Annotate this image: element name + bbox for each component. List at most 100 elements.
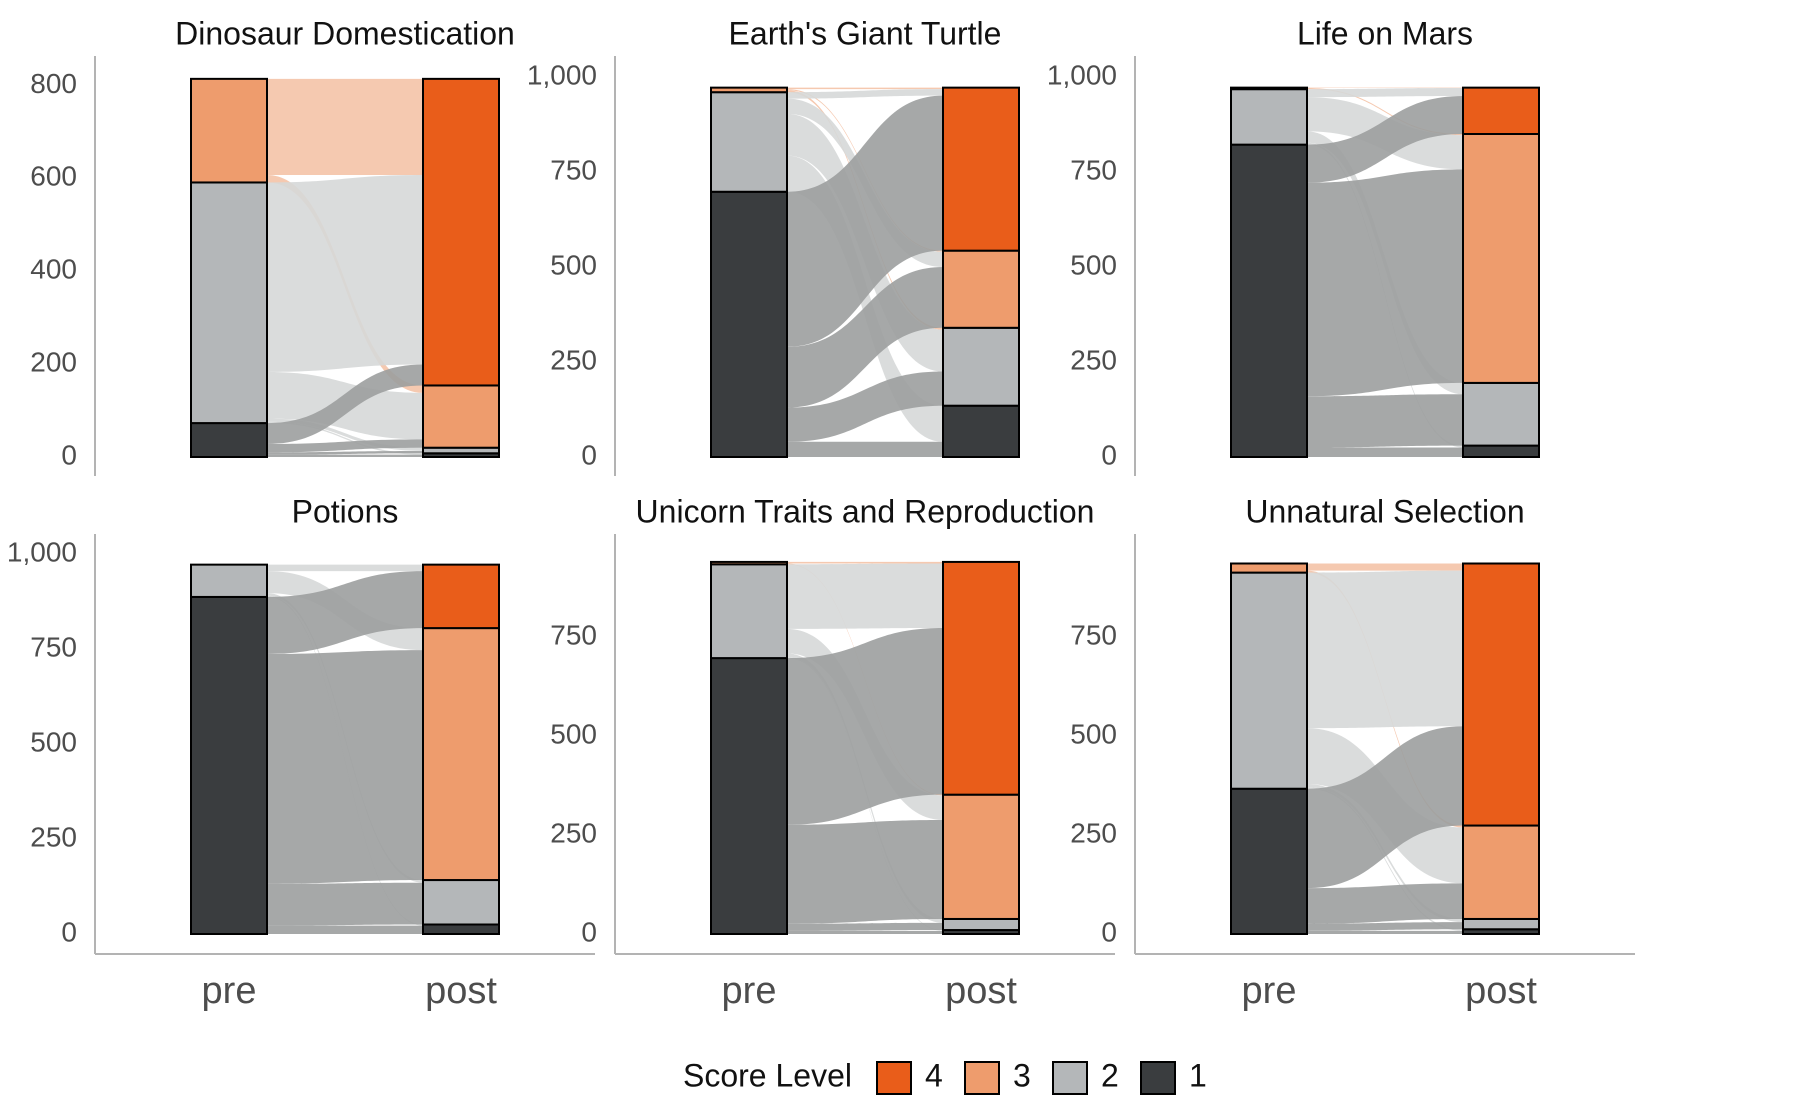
stratum-bar xyxy=(1463,826,1539,919)
stratum-bar xyxy=(1463,383,1539,446)
stratum-bar xyxy=(423,880,499,924)
pre-stack xyxy=(1231,564,1307,935)
flows xyxy=(787,88,943,457)
y-tick-label: 750 xyxy=(550,154,597,185)
y-tick-label: 250 xyxy=(1070,817,1117,848)
stratum-bar xyxy=(1463,446,1539,457)
flow-ribbon xyxy=(267,883,423,926)
stratum-bar xyxy=(423,385,499,447)
post-stack xyxy=(1463,564,1539,935)
stratum-bar xyxy=(711,192,787,457)
y-tick-label: 0 xyxy=(1101,439,1117,470)
legend-swatch xyxy=(965,1062,999,1094)
legend-label: 1 xyxy=(1189,1057,1207,1093)
legend-label: 3 xyxy=(1013,1057,1031,1093)
y-tick-label: 600 xyxy=(30,161,77,192)
y-tick-label: 500 xyxy=(1070,249,1117,280)
pre-stack xyxy=(711,562,787,934)
panel-title: Unicorn Traits and Reproduction xyxy=(636,493,1095,529)
y-tick-label: 500 xyxy=(1070,718,1117,749)
flow-ribbon xyxy=(267,175,423,372)
panel-title: Life on Mars xyxy=(1297,15,1473,51)
flow-ribbon xyxy=(787,931,943,934)
stratum-bar xyxy=(943,406,1019,457)
panel-title: Earth's Giant Turtle xyxy=(729,15,1002,51)
stratum-bar xyxy=(943,251,1019,328)
y-tick-label: 750 xyxy=(550,620,597,651)
flow-ribbon xyxy=(267,455,423,457)
stratum-bar xyxy=(711,92,787,192)
stratum-bar xyxy=(943,562,1019,795)
stratum-bar xyxy=(711,88,787,93)
post-stack xyxy=(943,562,1019,934)
flow-ribbon xyxy=(1307,448,1463,458)
y-tick-label: 0 xyxy=(61,439,77,470)
flow-ribbon xyxy=(1307,88,1463,97)
stratum-bar xyxy=(1231,789,1307,934)
stratum-bar xyxy=(1463,919,1539,929)
y-tick-label: 750 xyxy=(1070,620,1117,651)
flow-ribbon xyxy=(1307,394,1463,447)
x-tick-label: pre xyxy=(722,970,777,1012)
y-tick-label: 1,000 xyxy=(527,59,597,90)
stratum-bar xyxy=(1231,145,1307,457)
x-tick-label: post xyxy=(1465,970,1537,1012)
flows xyxy=(267,565,423,934)
flows xyxy=(267,79,423,457)
stratum-bar xyxy=(943,795,1019,919)
flow-ribbon xyxy=(1307,571,1463,729)
pre-stack xyxy=(711,88,787,457)
flow-ribbon xyxy=(787,820,943,924)
y-tick-label: 1,000 xyxy=(7,536,77,567)
flow-ribbon xyxy=(267,650,423,884)
stratum-bar xyxy=(943,88,1019,251)
y-tick-label: 250 xyxy=(30,821,77,852)
flow-ribbon xyxy=(787,923,943,931)
flows xyxy=(787,562,943,934)
x-tick-label: post xyxy=(945,970,1017,1012)
y-tick-label: 800 xyxy=(30,68,77,99)
post-stack xyxy=(943,88,1019,457)
post-stack xyxy=(423,565,499,934)
stratum-bar xyxy=(1463,564,1539,826)
y-tick-label: 500 xyxy=(550,718,597,749)
stratum-bar xyxy=(423,79,499,386)
flow-ribbon xyxy=(787,442,943,457)
flow-ribbon xyxy=(787,564,943,629)
flow-ribbon xyxy=(267,926,423,934)
flows xyxy=(1307,564,1463,935)
panel-title: Dinosaur Domestication xyxy=(175,15,515,51)
x-tick-label: pre xyxy=(202,970,257,1012)
pre-stack xyxy=(191,79,267,457)
flow-ribbon xyxy=(267,565,423,571)
y-tick-label: 250 xyxy=(550,817,597,848)
y-tick-label: 0 xyxy=(61,916,77,947)
stratum-bar xyxy=(423,628,499,880)
stratum-bar xyxy=(191,182,267,423)
legend-swatch xyxy=(877,1062,911,1094)
y-tick-label: 1,000 xyxy=(1047,59,1117,90)
y-tick-label: 250 xyxy=(1070,344,1117,375)
legend-label: 2 xyxy=(1101,1057,1119,1093)
stratum-bar xyxy=(1463,134,1539,383)
stratum-bar xyxy=(1231,564,1307,573)
flow-ribbon xyxy=(787,89,943,99)
stratum-bar xyxy=(191,423,267,457)
y-tick-label: 750 xyxy=(1070,154,1117,185)
y-tick-label: 0 xyxy=(1101,916,1117,947)
legend-swatch xyxy=(1141,1062,1175,1094)
facet-panel: Unicorn Traits and Reproduction 0 250 500 75… xyxy=(550,493,1115,1012)
stratum-bar xyxy=(423,925,499,935)
x-tick-label: post xyxy=(425,970,497,1012)
post-stack xyxy=(1463,88,1539,457)
facet-panel: Potions 0 250 500 750 1,000 pre post xyxy=(7,493,595,1012)
flow-ribbon xyxy=(787,88,943,90)
y-tick-label: 0 xyxy=(581,439,597,470)
stratum-bar xyxy=(711,564,787,658)
panel-title: Potions xyxy=(292,493,399,529)
